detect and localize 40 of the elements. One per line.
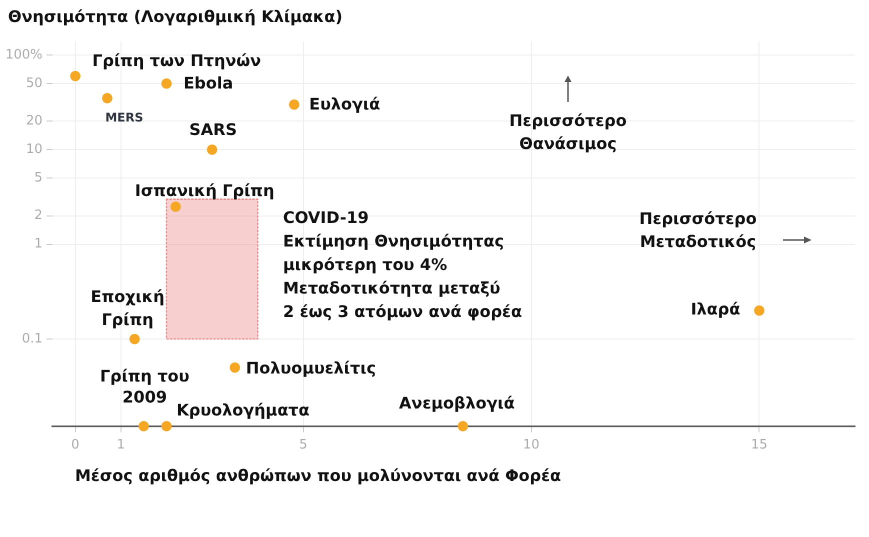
point (161, 421, 172, 432)
annotation: COVID-19 Εκτίμηση Θνησιμότητας μικρότερη του 4% Μεταδοτικότητα μεταξύ 2 έως 3 ατόμων ανά φορέα (283, 208, 522, 322)
point (170, 201, 181, 212)
annotation: Ιλαρά (690, 300, 740, 319)
y-tick-label: 2 (34, 208, 42, 224)
annotation: Ebola (183, 74, 234, 93)
y-tick-label: 0.1 (22, 331, 42, 346)
point (754, 305, 764, 316)
y-tick-label: 10 (26, 142, 42, 158)
point (138, 421, 149, 432)
y-tick-label: 20 (26, 114, 42, 129)
point (230, 362, 240, 373)
point (102, 92, 112, 104)
point (206, 144, 218, 155)
annotation: Εποχική Γρίπη (90, 287, 165, 330)
annotation: Ανεμοβλογιά (399, 393, 515, 412)
annotation: Ευλογιά (309, 94, 380, 114)
annotation: SARS (189, 120, 237, 139)
x-tick-label: 1 (116, 437, 126, 452)
point (129, 334, 140, 344)
y-axis-title: Θνησιμότητα (Λογαριθμική Κλίμακα) (8, 7, 343, 26)
y-tick-label: 100% (5, 47, 42, 62)
x-tick-label: 10 (522, 437, 540, 452)
x-tick-label: 15 (750, 437, 768, 452)
annotation: Γρίπη των Πτηνών (92, 51, 262, 70)
x-axis-title: Μέσος αριθμός ανθρώπων που μολύνονται ανά Φορέα (75, 466, 562, 486)
y-tick-label: 5 (34, 170, 42, 186)
y-tick-label: 1 (34, 236, 42, 252)
point (161, 78, 172, 89)
x-tick-label: 0 (71, 437, 80, 452)
annotation: MERS (105, 110, 144, 124)
x-tick-label: 5 (299, 437, 308, 452)
point (458, 421, 468, 432)
y-tick-label: 50 (26, 76, 42, 91)
annotation: Πολυομυελίτις (246, 358, 376, 378)
point (70, 70, 80, 82)
annotation: Περισσότερο Θανάσιμος (509, 111, 627, 154)
point (288, 99, 300, 110)
annotation: Περισσότερο Μεταδοτικός (639, 209, 757, 252)
annotation: Ισπανική Γρίπη (134, 180, 274, 200)
